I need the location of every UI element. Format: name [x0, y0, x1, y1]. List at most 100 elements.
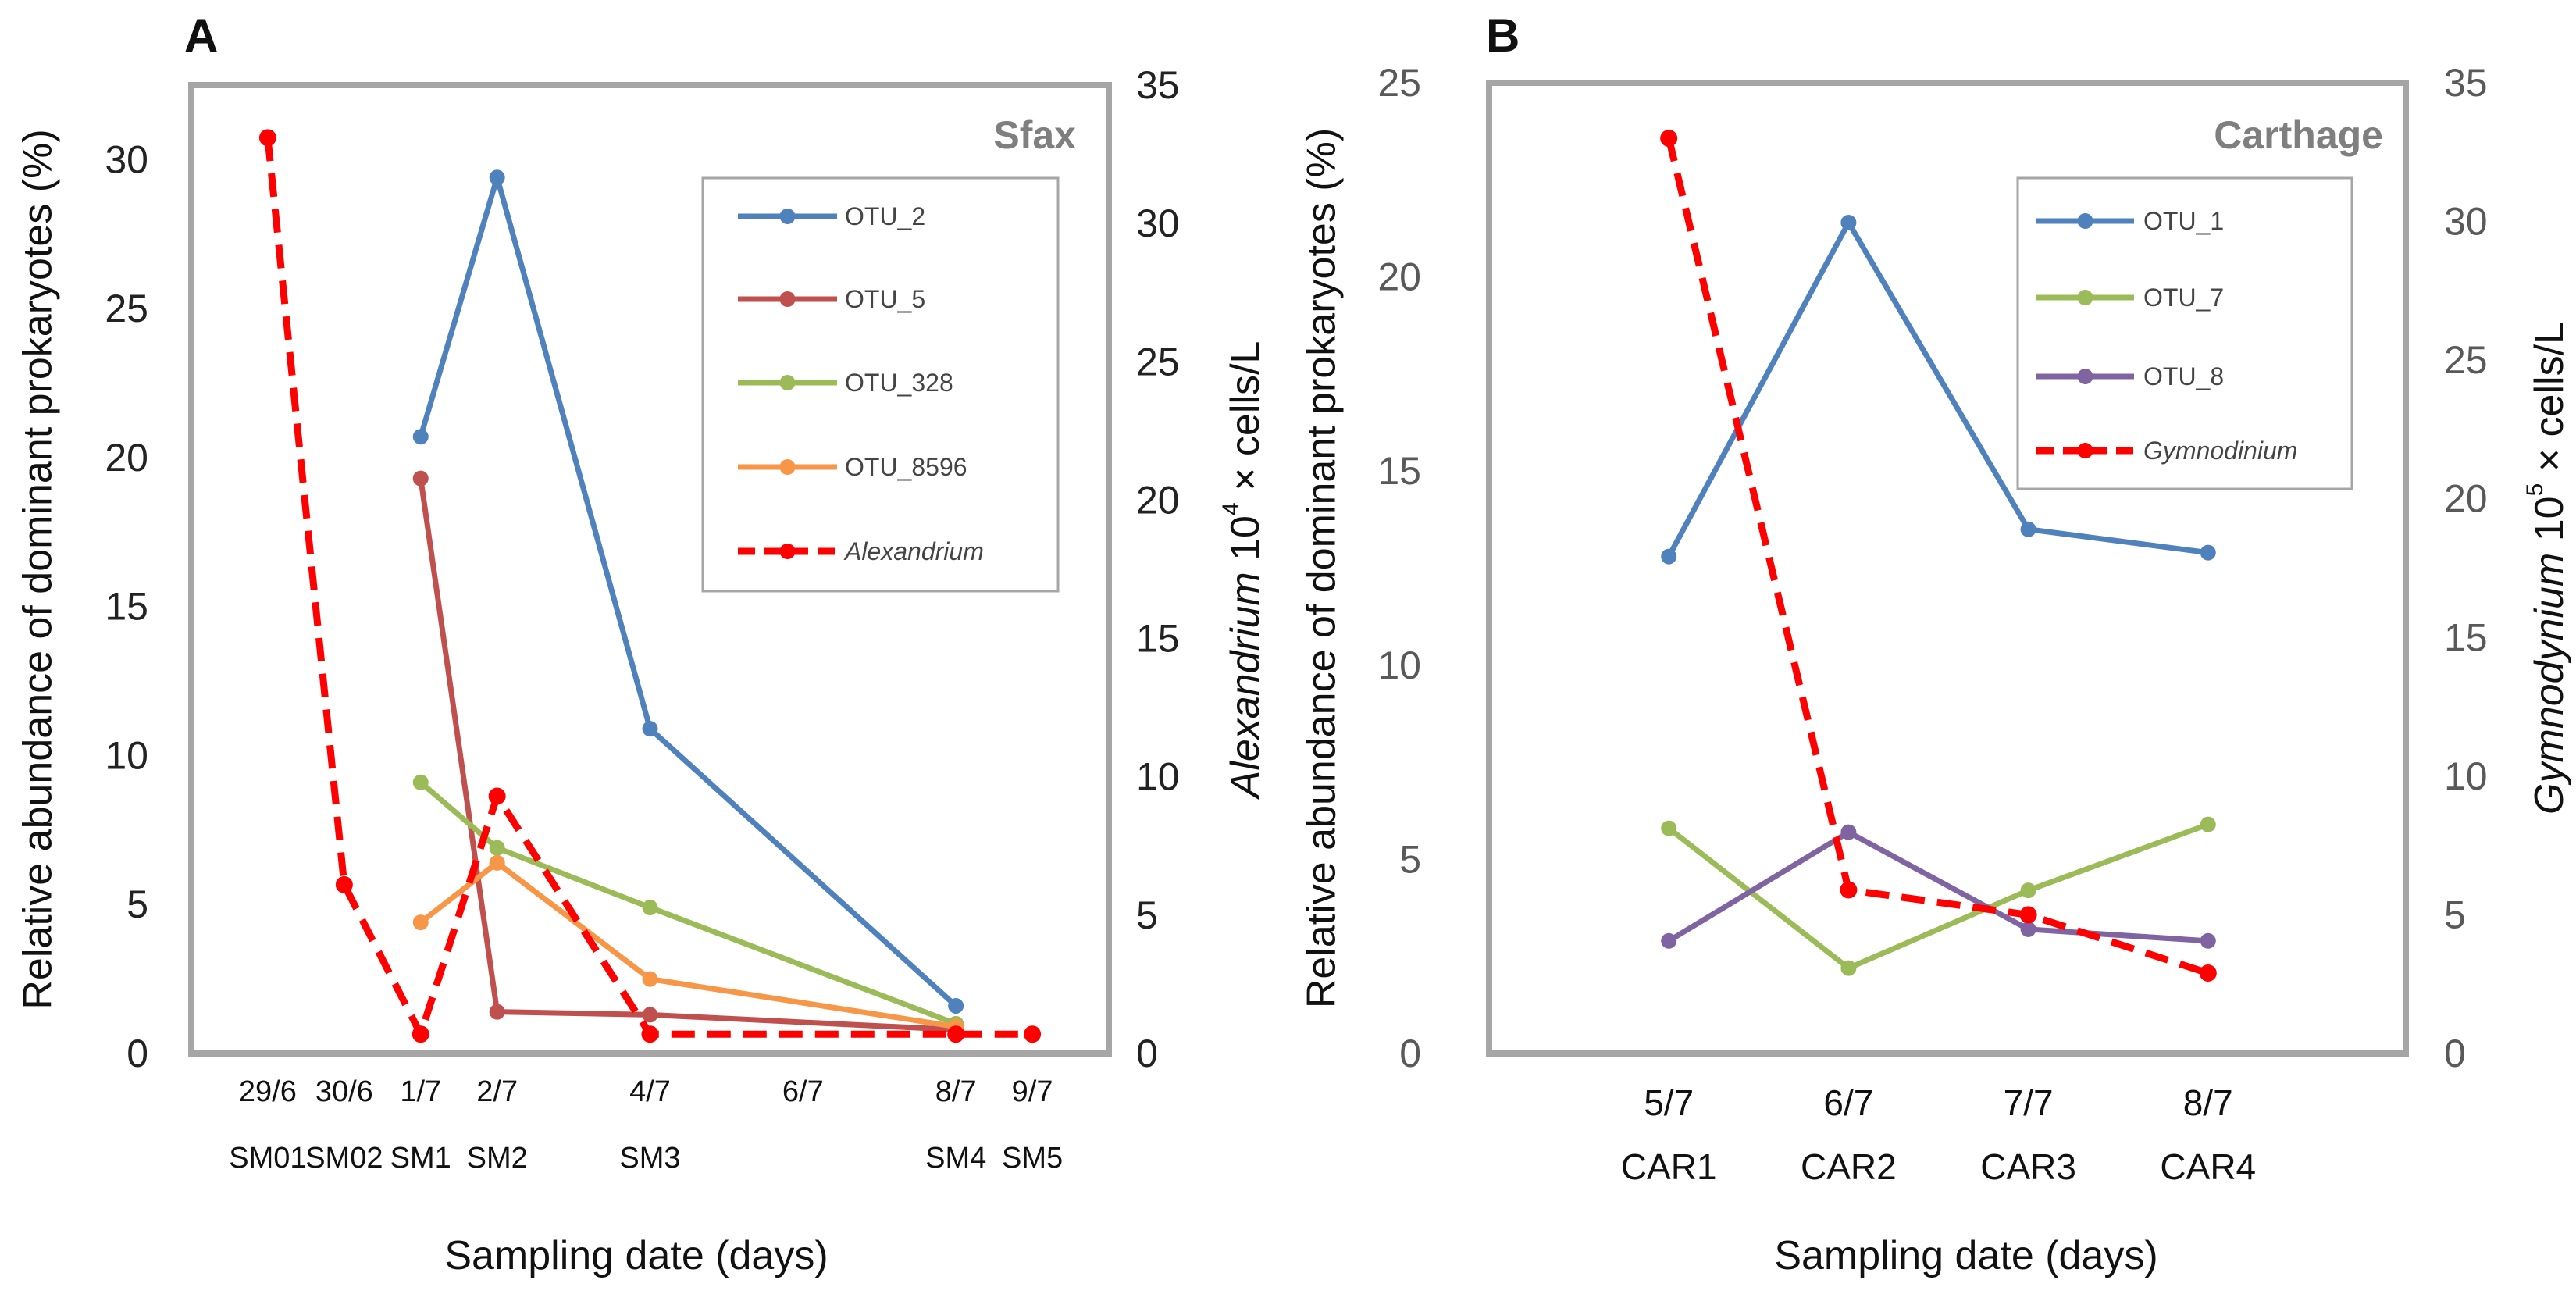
x-tick-date: 1/7: [400, 1075, 441, 1108]
data-point: [1661, 932, 1677, 949]
legend-label: OTU_8: [2143, 362, 2224, 390]
y2-tick-label: 30: [2444, 200, 2488, 244]
data-point: [948, 997, 964, 1014]
y2-title-base: 10: [1223, 515, 1268, 572]
data-point: [489, 840, 505, 856]
legend-label: OTU_8596: [845, 453, 967, 481]
site-label: Carthage: [2214, 113, 2383, 157]
y2-tick-label: 15: [2444, 615, 2488, 659]
legend: OTU_1 OTU_7 OTU_8 Gymnodinium: [2016, 176, 2353, 490]
y2-title-exponent: 5: [2522, 483, 2548, 497]
y2-title-exponent: 4: [1218, 502, 1244, 515]
x-tick-date: 6/7: [782, 1075, 824, 1108]
data-point: [489, 1004, 505, 1020]
legend-marker: [2077, 369, 2093, 384]
y2-tick-label: 20: [2444, 477, 2488, 521]
series-otu_2: [412, 169, 964, 1014]
y2-tick-label: 20: [1136, 478, 1180, 522]
data-point: [2200, 816, 2216, 832]
plot-frame: [188, 82, 1112, 1057]
x-tick-sample: SM4: [925, 1142, 986, 1175]
y2-axis-title: Gymnodynium 105 × cells/L: [2522, 322, 2572, 815]
legend-label: OTU_5: [845, 285, 925, 313]
data-point: [642, 1007, 658, 1023]
x-tick-sample: SM01: [229, 1142, 306, 1175]
y2-tick-label: 10: [2444, 754, 2488, 798]
series-line: [418, 478, 957, 1032]
y-tick-label: 15: [105, 585, 148, 629]
legend-label: Gymnodinium: [2143, 437, 2297, 465]
data-point: [258, 129, 276, 147]
legend-marker: [779, 375, 796, 390]
legend-item: OTU_7: [2036, 283, 2224, 312]
x-tick-sample: CAR4: [2160, 1146, 2256, 1187]
legend: OTU_2 OTU_5 OTU_328 OTU_8596 Alexandrium: [701, 176, 1060, 593]
y2-title-genus: Gymnodynium: [2527, 553, 2572, 815]
data-point: [2019, 906, 2037, 924]
data-point: [1840, 881, 1858, 899]
x-tick-date: 29/6: [239, 1075, 297, 1108]
x-tick-sample: SM3: [619, 1142, 680, 1175]
y-tick-label: 10: [105, 733, 148, 777]
data-point: [641, 1025, 659, 1043]
legend-label: OTU_328: [845, 369, 953, 397]
legend-marker: [779, 459, 796, 475]
data-point: [2199, 964, 2217, 982]
y2-tick-label: 0: [1136, 1032, 1158, 1075]
x-tick-date: 4/7: [629, 1075, 671, 1108]
plot-frame: [1486, 80, 2409, 1057]
x-axis-title: Sampling date (days): [444, 1233, 828, 1278]
y2-title-genus: Alexandrium: [1223, 572, 1268, 800]
x-tick-date: 2/7: [476, 1075, 518, 1108]
legend-box: [2016, 176, 2353, 490]
y-tick-label: 0: [1399, 1032, 1421, 1075]
data-point: [412, 914, 429, 931]
data-point: [2020, 521, 2036, 537]
legend-marker: [779, 291, 796, 307]
legend-item: OTU_8596: [738, 453, 967, 481]
panel-a: A Sfax 0 5 10 15 20 25 30 0 5 10 15 20 25 30 35 Relative …: [16, 9, 1268, 1278]
x-tick-sample: SM5: [1002, 1142, 1063, 1175]
legend-marker: [2077, 443, 2093, 458]
x-tick-sample: SM2: [467, 1142, 528, 1175]
legend-item: OTU_328: [738, 369, 953, 397]
y2-title-base: 10: [2527, 496, 2572, 552]
y-tick-label: 15: [1377, 449, 1421, 493]
data-point: [1660, 130, 1678, 148]
x-tick-sample: CAR2: [1801, 1146, 1897, 1187]
series-otu_5: [412, 470, 964, 1038]
y-tick-label: 0: [126, 1032, 148, 1075]
legend-item: Gymnodinium: [2036, 437, 2297, 465]
y2-tick-label: 10: [1136, 755, 1180, 799]
data-point: [947, 1025, 965, 1043]
y2-tick-label: 25: [1136, 340, 1180, 383]
legend-item: OTU_5: [738, 285, 925, 313]
x-tick-sample: CAR1: [1621, 1146, 1717, 1187]
series-line: [418, 174, 958, 1008]
legend-marker: [2077, 290, 2093, 305]
series-line: [419, 860, 957, 1030]
y-tick-label: 5: [126, 882, 148, 926]
legend-marker: [779, 544, 796, 559]
series-line: [419, 780, 957, 1027]
x-tick-date: 9/7: [1012, 1075, 1053, 1108]
y2-axis-title: Alexandrium 104 × cells/L: [1218, 341, 1268, 800]
x-tick-date: 8/7: [935, 1075, 977, 1108]
panel-label: B: [1486, 9, 1520, 62]
data-point: [1661, 820, 1677, 836]
x-tick-date: 30/6: [315, 1075, 373, 1108]
data-point: [488, 787, 506, 805]
y-tick-label: 5: [1399, 837, 1421, 881]
data-point: [2020, 882, 2036, 899]
series-line: [1667, 822, 2209, 972]
y2-tick-label: 30: [1136, 201, 1180, 245]
y2-title-unit: × cells/L: [2527, 322, 2572, 483]
data-point: [489, 854, 505, 871]
series-line: [1665, 137, 2210, 977]
series-line: [1666, 219, 2209, 558]
site-label: Sfax: [993, 113, 1076, 157]
legend-item: OTU_1: [2036, 207, 2224, 235]
data-point: [642, 971, 658, 987]
x-tick-sample: CAR3: [1980, 1146, 2076, 1187]
x-axis-title: Sampling date (days): [1774, 1233, 2157, 1278]
